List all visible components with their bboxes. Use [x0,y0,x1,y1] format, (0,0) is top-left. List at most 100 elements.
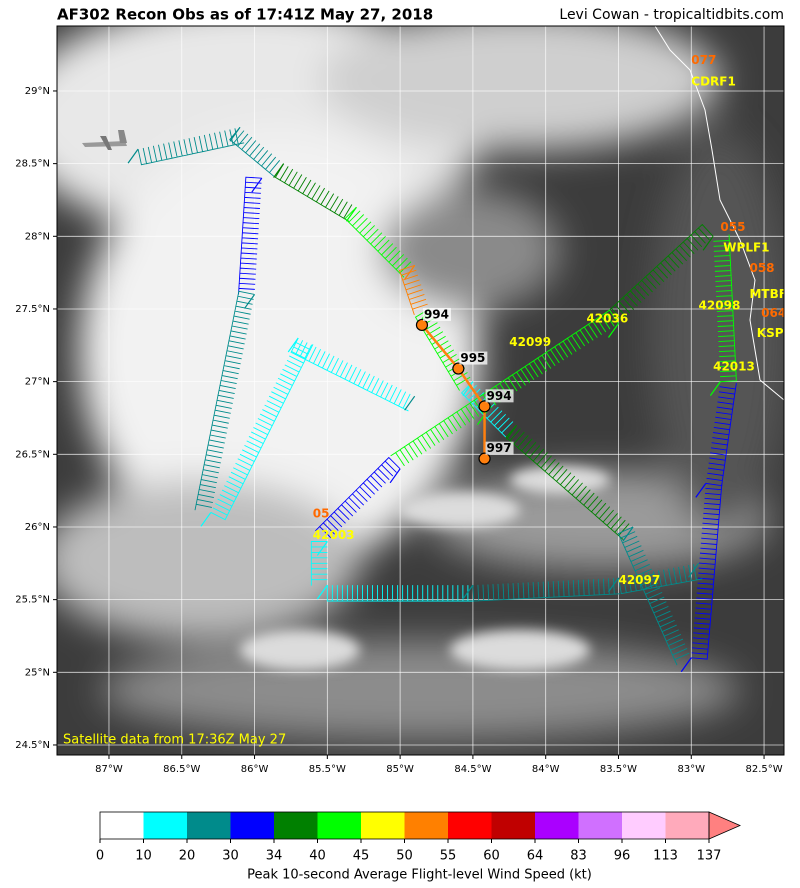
wind-barbs [194,290,255,511]
wind-barb [404,265,416,280]
wind-barb [229,126,241,142]
track-leg [229,127,281,177]
wind-barbs [606,223,714,321]
y-tick-label: 28.5°N [15,159,50,170]
center-point [478,400,491,413]
colorbar-swatch [448,812,492,839]
colorbar-tick-label: 30 [222,849,239,864]
y-tick-label: 25°N [25,667,50,678]
track-leg [274,163,353,222]
wind-barb [688,562,700,578]
wind-barb [127,148,139,164]
track-leg [194,290,255,511]
title: AF302 Recon Obs as of 17:41Z May 27, 201… [57,6,433,24]
wind-barb [695,483,707,498]
x-tick-label: 84.5°W [454,764,491,775]
x-tick-label: 86°W [241,764,269,775]
station-label: MTBF1 [749,287,795,301]
station-label: 42097 [618,573,660,587]
colorbar-swatch [317,812,361,839]
y-tick-label: 29°N [25,86,50,97]
track-leg [713,234,737,383]
colorbar-tick-label: 45 [353,849,370,864]
colorbar-tick-label: 137 [697,849,722,864]
center-point [452,362,465,375]
station-label: 058 [749,261,774,275]
colorbar-tick-label: 40 [309,849,326,864]
map-frame [56,25,785,756]
colorbar-swatch [187,812,231,839]
x-tick-label: 87°W [95,764,123,775]
colorbar-swatch [578,812,622,839]
wind-barbs [326,585,474,602]
colorbar-tick-label: 60 [483,849,500,864]
wind-barbs [505,424,630,540]
wind-barbs [315,456,401,539]
wind-barbs [310,541,328,586]
pressure-label: 994 [487,389,512,403]
x-tick-label: 82.5°W [745,764,782,775]
wind-barb [607,577,619,593]
wind-barb [244,294,256,309]
colorbar-tick-label: 34 [266,849,283,864]
track-leg [477,309,619,409]
station-label: 42098 [699,299,741,313]
track-leg [238,176,262,295]
center-track [457,367,486,408]
colorbar-tick-label: 20 [179,849,196,864]
colorbar-tick-label: 113 [653,849,678,864]
colorbar-swatch [274,812,318,839]
colorbar-swatch [535,812,579,839]
wind-barb [680,657,692,673]
x-tick-label: 83.5°W [600,764,637,775]
track-leg [618,564,703,595]
wind-barb [506,424,518,440]
y-tick-label: 27°N [25,377,50,388]
station-label: 42099 [509,335,551,349]
wind-barbs [274,163,353,222]
wind-barbs [477,309,619,409]
colorbar-extension [708,811,742,840]
wind-barbs [398,264,428,316]
y-tick-label: 25.5°N [15,595,50,606]
station-label: 064 [761,306,786,320]
colorbar-swatch [665,812,709,839]
colorbar-swatch [143,812,187,839]
y-tick-label: 26°N [25,522,50,533]
station-label: WPLF1 [723,240,769,254]
y-tick-label: 26.5°N [15,449,50,460]
pressure-label-bg [485,441,514,455]
wind-barbs [618,564,703,595]
wind-barb [389,468,401,484]
wind-barbs [229,127,281,177]
wind-barb [462,584,474,600]
track-leg [315,456,401,539]
credit: Levi Cowan - tropicaltidbits.com [559,7,784,23]
wind-barb [404,395,416,411]
track-leg [210,342,314,521]
center-point [478,452,491,465]
wind-barbs [137,128,245,166]
wind-barb [709,381,721,396]
track-leg [472,578,621,602]
station-label: KSPQ [757,326,794,340]
colorbar-swatch [230,812,274,839]
track-leg [137,128,245,166]
pressure-label: 994 [424,307,449,321]
pressure-label: 995 [460,351,485,365]
station-label: 42013 [713,360,755,374]
colorbar-label: Peak 10-second Average Flight-level Wind… [247,868,592,883]
station-label: 055 [720,220,745,234]
wind-barbs [705,382,737,487]
wind-barb [607,323,619,338]
colorbar-tick-label: 55 [440,849,457,864]
colorbar-swatch [491,812,535,839]
track-leg [326,585,474,602]
track-leg [505,424,630,540]
wind-barb [273,163,285,178]
wind-barbs [238,176,262,295]
wind-barb [251,177,263,193]
wind-barb [462,381,474,396]
track-leg [290,337,411,412]
